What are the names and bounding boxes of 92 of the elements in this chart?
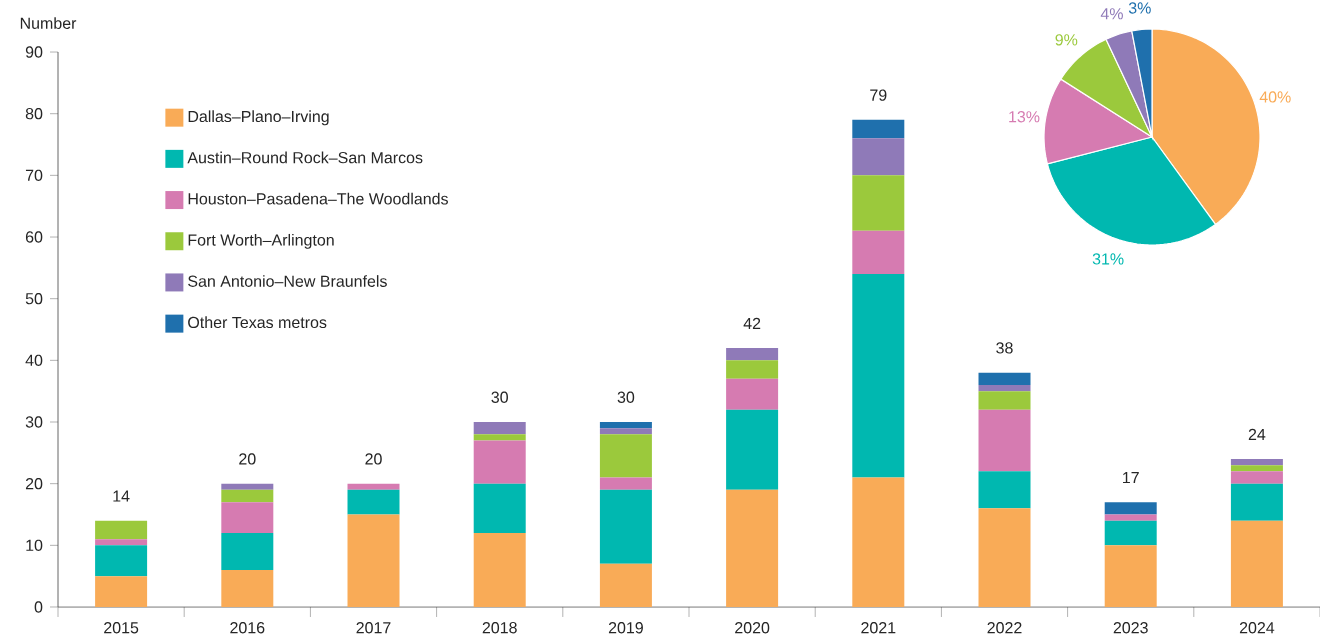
x-tick-label: 2020 (735, 622, 770, 634)
y-tick-label: 70 (25, 169, 43, 182)
x-tick-label: 2024 (1239, 622, 1275, 634)
bar (1104, 514, 1157, 521)
total-label: 20 (365, 453, 382, 465)
legend-label: Dallas–Plano–Irving (188, 110, 329, 126)
data-label: 3% (1128, 2, 1151, 14)
bar (95, 520, 148, 540)
data-label: 31% (1092, 253, 1124, 265)
bar (726, 489, 779, 607)
bar (95, 545, 148, 577)
legend-label: Fort Worth–Arlington (188, 233, 334, 249)
total-label: 79 (870, 89, 887, 101)
y-tick-label: 90 (25, 46, 43, 58)
y-tick-label: 10 (26, 539, 43, 551)
y-tick-label: 50 (25, 293, 43, 305)
bar (221, 533, 274, 570)
bar (852, 274, 905, 478)
bar (95, 576, 148, 607)
total-label: 14 (113, 490, 130, 502)
bar (1104, 520, 1157, 546)
bar (473, 434, 526, 441)
data-label: 13% (1009, 111, 1040, 123)
y-tick-label: 80 (25, 108, 43, 120)
y-tick-label: 20 (25, 478, 43, 490)
data-label: 4% (1100, 8, 1123, 20)
bar (599, 428, 652, 435)
bar (473, 422, 526, 435)
total-label: 42 (743, 317, 761, 329)
bar (978, 385, 1031, 392)
bar (978, 409, 1031, 472)
bar (726, 360, 779, 379)
bar (852, 119, 905, 139)
x-tick-label: 2016 (230, 622, 265, 634)
y-tick-label: 40 (25, 354, 43, 367)
x-tick-label: 2017 (356, 622, 391, 634)
legend-label: San Antonio–New Braunfels (188, 275, 387, 287)
bar (347, 489, 400, 515)
bar (852, 175, 905, 231)
x-tick-label: 2021 (861, 622, 896, 634)
bar (852, 138, 905, 176)
total-label: 30 (617, 391, 635, 403)
bar (221, 570, 274, 607)
data-label: 40% (1259, 91, 1291, 103)
total-label: 17 (1123, 472, 1139, 484)
x-tick-label: 2022 (987, 622, 1022, 634)
bar (852, 477, 905, 607)
bar (1230, 471, 1283, 484)
y-tick-label: 30 (25, 416, 43, 428)
data-label: 9% (1055, 34, 1078, 46)
total-label: 20 (239, 453, 256, 465)
bar (221, 483, 274, 490)
bar (599, 489, 652, 564)
bar (1104, 545, 1157, 607)
bar (347, 483, 400, 490)
x-tick-label: 2015 (104, 622, 139, 634)
bar (347, 514, 400, 607)
bar (1230, 520, 1283, 607)
bar (1104, 502, 1157, 515)
bar (978, 508, 1031, 607)
bar (599, 422, 652, 429)
y-tick-label: 0 (34, 601, 43, 613)
total-label: 30 (491, 391, 508, 403)
bar (599, 477, 652, 490)
bar (221, 489, 274, 503)
bar (852, 230, 905, 275)
legend-label: Other Texas metros (188, 316, 327, 329)
bar (473, 440, 526, 484)
bar (95, 539, 148, 546)
bar (1230, 459, 1283, 466)
bar (726, 409, 779, 490)
bar (978, 372, 1031, 386)
x-tick-label: 2023 (1113, 622, 1148, 634)
bar (599, 434, 652, 478)
legend-label: Houston–Pasadena–The Woodlands (188, 192, 448, 205)
bar (1230, 465, 1283, 472)
bar (1230, 483, 1283, 521)
x-tick-label: 2018 (482, 622, 517, 634)
bar (978, 471, 1031, 509)
total-label: 24 (1248, 428, 1266, 440)
y-tick-label: 60 (25, 231, 43, 243)
bar (726, 348, 779, 361)
total-label: 38 (996, 342, 1013, 354)
legend-label: Austin–Round Rock–San Marcos (187, 151, 423, 164)
bar (978, 391, 1031, 410)
bar (473, 483, 526, 533)
bar (221, 502, 274, 533)
bar (599, 563, 652, 607)
bar (726, 378, 779, 410)
x-tick-label: 2019 (608, 622, 643, 634)
y-axis-title: Number (20, 17, 77, 29)
bar (473, 533, 526, 607)
